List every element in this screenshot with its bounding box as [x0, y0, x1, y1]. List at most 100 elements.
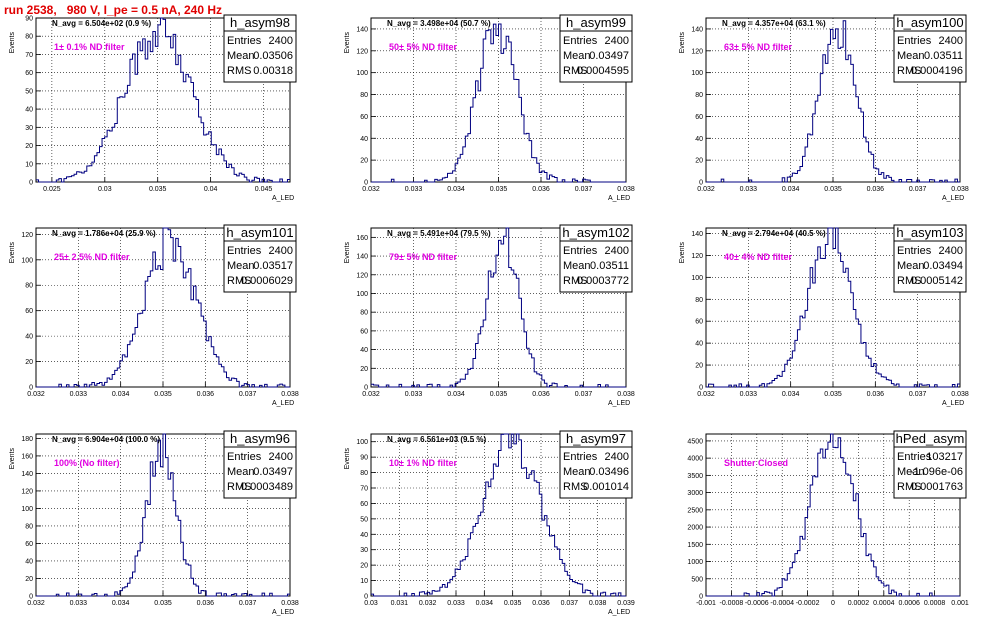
x-tick-label: 0.037 — [239, 600, 257, 607]
x-axis-label: A_LED — [272, 195, 294, 202]
navg-label: N_avg = 6.561e+03 (9.5 %) — [387, 435, 487, 444]
y-tick-label: 120 — [691, 48, 703, 55]
stat-label: Mean — [897, 466, 925, 478]
x-tick-label: 0.033 — [405, 391, 423, 398]
x-tick-label: 0.035 — [149, 186, 167, 193]
y-tick-label: 80 — [695, 297, 703, 304]
histogram-trace — [36, 433, 290, 597]
stat-value: 2400 — [605, 451, 629, 463]
stats-box — [893, 224, 967, 293]
histogram-name: h_asym103 — [896, 225, 963, 240]
y-tick-label: 80 — [25, 523, 33, 530]
histogram-panel-h_asym103: 0.032 0.033 0.034 0.035 0.036 0.037 0.038 0 20 40… — [679, 224, 969, 407]
stat-label: Entries — [897, 451, 932, 463]
x-tick-label: 0.032 — [697, 391, 715, 398]
x-tick-label: 0.036 — [197, 600, 215, 607]
stat-label: Entries — [563, 245, 598, 257]
x-tick-label: 0.033 — [405, 186, 423, 193]
x-tick-label: 0.035 — [824, 186, 842, 193]
y-tick-label: 80 — [25, 283, 33, 290]
histogram-name: h_asym102 — [562, 225, 629, 240]
y-tick-label: 140 — [21, 471, 33, 478]
y-tick-label: 20 — [25, 359, 33, 366]
x-tick-label: 0.036 — [532, 186, 550, 193]
y-tick-label: 120 — [691, 253, 703, 260]
histogram-name: hPed_asym — [896, 431, 965, 446]
histogram-trace — [706, 227, 960, 388]
histogram-trace — [371, 227, 626, 388]
y-tick-label: 100 — [356, 70, 368, 77]
y-tick-label: 140 — [691, 231, 703, 238]
x-tick-label: -0.0004 — [770, 600, 794, 607]
y-tick-label: 0 — [29, 385, 33, 392]
x-tick-label: 0.033 — [740, 186, 758, 193]
y-tick-label: 20 — [695, 158, 703, 165]
stat-label: RMS — [897, 65, 921, 77]
x-tick-label: 0.037 — [575, 186, 593, 193]
y-tick-label: 4500 — [687, 438, 703, 445]
y-tick-label: 40 — [360, 347, 368, 354]
x-tick-label: -0.0006 — [745, 600, 769, 607]
stat-value: 0.03496 — [589, 466, 629, 478]
stat-label: RMS — [563, 65, 587, 77]
y-tick-label: 500 — [691, 576, 703, 583]
stat-value: 0.0003772 — [577, 275, 629, 287]
y-tick-label: 20 — [360, 366, 368, 373]
x-tick-label: 0.034 — [447, 186, 465, 193]
filter-label: 1± 0.1% ND filter — [54, 42, 125, 52]
stat-value: 0.001014 — [583, 481, 629, 493]
y-tick-label: 120 — [21, 232, 33, 239]
navg-label: N_avg = 6.904e+04 (100.0 %) — [52, 435, 160, 444]
x-axis-label: A_LED — [272, 609, 294, 616]
x-axis-label: A_LED — [942, 195, 964, 202]
y-axis-label: Events — [9, 448, 16, 470]
stat-label: Mean — [227, 466, 255, 478]
x-tick-label: 0.031 — [391, 600, 409, 607]
y-tick-label: 4000 — [687, 456, 703, 463]
y-tick-label: 140 — [356, 254, 368, 261]
stat-value: 0.0004595 — [577, 65, 629, 77]
stat-value: 0.0004196 — [911, 65, 963, 77]
stat-value: -1.096e-06 — [910, 466, 963, 478]
stat-label: Entries — [897, 35, 932, 47]
y-tick-label: 80 — [695, 92, 703, 99]
stat-label: RMS — [897, 481, 921, 493]
stats-box — [223, 224, 297, 293]
y-tick-label: 180 — [21, 436, 33, 443]
x-tick-label: 0.0006 — [898, 600, 920, 607]
y-tick-label: 40 — [695, 136, 703, 143]
y-tick-label: 80 — [360, 92, 368, 99]
x-tick-label: 0.033 — [70, 600, 88, 607]
y-tick-label: 0 — [364, 180, 368, 187]
stat-value: 0.0003489 — [241, 481, 293, 493]
stat-value: 0.03511 — [590, 260, 629, 272]
x-tick-label: 0.038 — [281, 391, 299, 398]
x-tick-label: 0.032 — [419, 600, 437, 607]
y-tick-label: 120 — [356, 272, 368, 279]
y-tick-label: 20 — [25, 576, 33, 583]
x-tick-label: 0.04 — [204, 186, 218, 193]
y-tick-label: 1500 — [687, 542, 703, 549]
x-tick-label: 0.036 — [867, 186, 885, 193]
stats-box — [893, 14, 967, 83]
x-tick-label: 0.033 — [70, 391, 88, 398]
x-tick-label: 0.0004 — [873, 600, 895, 607]
histogram-name: h_asym100 — [896, 15, 963, 30]
y-tick-label: 40 — [360, 136, 368, 143]
histogram-name: h_asym101 — [226, 225, 293, 240]
histogram-trace — [371, 433, 626, 597]
filter-label: 40± 4% ND filter — [724, 252, 792, 262]
page-title: run 2538, 980 V, I_pe = 0.5 nA, 240 Hz — [4, 3, 223, 17]
stats-box — [223, 430, 297, 499]
stat-label: RMS — [563, 275, 587, 287]
histogram-panel-h_asym98: 0.025 0.03 0.035 0.04 0.045 0 10 20 30 40 50 60 70 80… — [9, 14, 297, 202]
y-tick-label: 0 — [29, 594, 33, 601]
stat-label: Mean — [897, 50, 925, 62]
stat-value: 0.03517 — [253, 260, 293, 272]
stat-label: Mean — [563, 260, 591, 272]
stat-label: Entries — [227, 245, 262, 257]
navg-label: N_avg = 3.498e+04 (50.7 %) — [387, 19, 491, 28]
stat-value: 0.03494 — [923, 260, 963, 272]
x-tick-label: 0.034 — [476, 600, 494, 607]
y-tick-label: 60 — [695, 319, 703, 326]
